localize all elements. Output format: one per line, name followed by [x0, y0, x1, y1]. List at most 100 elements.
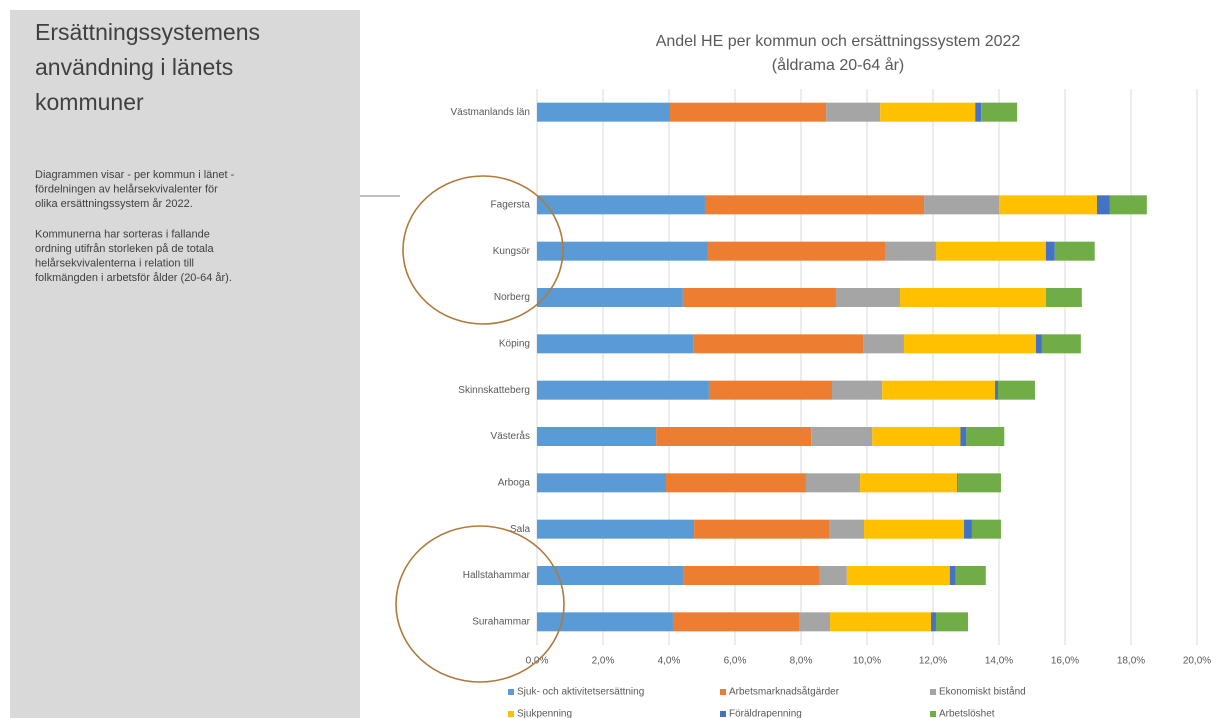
- bar-segment: [958, 473, 1001, 493]
- y-tick-label: Kungsör: [493, 246, 531, 257]
- bar-segment: [1045, 241, 1055, 261]
- x-tick-label: 10,0%: [853, 656, 881, 667]
- bar-segment: [957, 473, 959, 493]
- bar-segment: [694, 519, 830, 539]
- legend-swatch: [508, 689, 514, 695]
- bar-segment: [669, 102, 827, 122]
- chart-title: Andel HE per kommun och ersättningssyste…: [656, 33, 1021, 50]
- y-tick-label: Västmanlands län: [451, 107, 531, 118]
- bar-segment: [975, 102, 982, 122]
- x-tick-label: 6,0%: [724, 656, 747, 667]
- bar-segment: [537, 566, 684, 585]
- bar-segment: [819, 566, 847, 585]
- bar-segment: [693, 334, 864, 354]
- bar-segment: [811, 427, 873, 446]
- legend-label: Sjukpenning: [517, 709, 572, 718]
- paragraph-line: Diagrammen visar - per kommun i länet -: [35, 169, 235, 181]
- bar-segment: [1054, 241, 1095, 261]
- bar-segment: [900, 288, 1046, 307]
- legend-swatch: [720, 689, 726, 695]
- x-tick-label: 16,0%: [1051, 656, 1079, 667]
- paragraph-line: ordning utifrån storleken på de totala: [35, 243, 214, 255]
- y-tick-label: Norberg: [494, 292, 530, 303]
- paragraph-line: helårsekvivalenterna i relation till: [35, 257, 194, 269]
- y-tick-label: Sala: [510, 524, 530, 535]
- bar-segment: [835, 288, 900, 307]
- bar-segment: [832, 380, 883, 400]
- bar-segment: [537, 519, 695, 539]
- bar-segment: [537, 241, 708, 261]
- bar-segment: [830, 612, 932, 632]
- bar-segment: [863, 334, 904, 354]
- legend-label: Föräldrapenning: [729, 709, 802, 718]
- bar-segment: [672, 612, 800, 632]
- x-tick-label: 18,0%: [1117, 656, 1145, 667]
- bar-segment: [966, 427, 1005, 446]
- sidebar-text: Ersättningssystemens användning i länets k…: [35, 19, 260, 284]
- bar-segment: [537, 288, 683, 307]
- bar-segment: [872, 427, 961, 446]
- slide-title: Ersättningssystemens: [35, 19, 260, 45]
- bar-segment: [829, 519, 865, 539]
- bar-segment: [1097, 195, 1110, 215]
- legend-swatch: [720, 711, 726, 717]
- bar-segment: [981, 102, 1018, 122]
- bar-segment: [704, 195, 925, 215]
- bar-segment: [537, 473, 667, 493]
- bar-segment: [964, 519, 972, 539]
- paragraph-line: Kommunerna har sorteras i fallande: [35, 228, 210, 240]
- bar-segment: [707, 241, 886, 261]
- highlight-circle: [402, 175, 564, 325]
- bar-segment: [949, 566, 956, 585]
- bar-segment: [880, 102, 976, 122]
- legend-swatch: [930, 711, 936, 717]
- legend-label: Sjuk- och aktivitetsersättning: [517, 687, 644, 698]
- y-tick-label: Hallstahammar: [463, 570, 531, 581]
- y-tick-label: Arboga: [498, 477, 531, 488]
- bar-segment: [682, 288, 836, 307]
- bar-segment: [846, 566, 950, 585]
- bar-segment: [805, 473, 861, 493]
- bar-segment: [931, 612, 936, 632]
- legend-label: Arbetslöshet: [939, 709, 995, 718]
- bar-segment: [885, 241, 936, 261]
- x-tick-label: 14,0%: [985, 656, 1013, 667]
- bar-segment: [656, 427, 812, 446]
- y-tick-label: Surahammar: [472, 616, 530, 627]
- paragraph-line: fördelningen av helårsekvivalenter för: [35, 183, 218, 195]
- bar-segment: [882, 380, 996, 400]
- highlight-circle: [395, 525, 565, 683]
- bar-segment: [537, 427, 657, 446]
- bar-segment: [799, 612, 831, 632]
- x-tick-label: 20,0%: [1183, 656, 1211, 667]
- y-tick-label: Skinnskatteberg: [458, 385, 530, 396]
- bar-segment: [537, 102, 670, 122]
- y-tick-label: Fagersta: [491, 199, 531, 210]
- slide-title: användning i länets: [35, 54, 233, 80]
- legend-label: Ekonomiskt bistånd: [939, 686, 1026, 698]
- slide-title: kommuner: [35, 89, 144, 115]
- bar-segment: [708, 380, 833, 400]
- bar-segment: [971, 519, 1001, 539]
- x-tick-label: 8,0%: [790, 656, 813, 667]
- legend-swatch: [930, 689, 936, 695]
- legend-swatch: [508, 711, 514, 717]
- y-tick-label: Västerås: [491, 430, 530, 442]
- bar-segment: [1045, 288, 1082, 307]
- bar-segment: [960, 427, 967, 446]
- bar-segment: [955, 566, 986, 585]
- bar-segment: [924, 195, 999, 215]
- x-tick-label: 4,0%: [658, 656, 681, 667]
- bar-segment: [683, 566, 820, 585]
- chart: Andel HE per kommun och ersättningssyste…: [451, 33, 1212, 718]
- x-tick-label: 2,0%: [592, 656, 615, 667]
- bar-segment: [999, 195, 1098, 215]
- chart-title: (åldrama 20-64 år): [772, 56, 905, 74]
- bar-segment: [864, 519, 965, 539]
- y-tick-label: Köping: [499, 338, 530, 349]
- bar-segment: [537, 334, 694, 354]
- paragraph-line: olika ersättningssystem år 2022.: [35, 198, 193, 210]
- paragraph-line: folkmängden i arbetsför ålder (20-64 år)…: [35, 272, 232, 284]
- sidebar: [10, 10, 360, 718]
